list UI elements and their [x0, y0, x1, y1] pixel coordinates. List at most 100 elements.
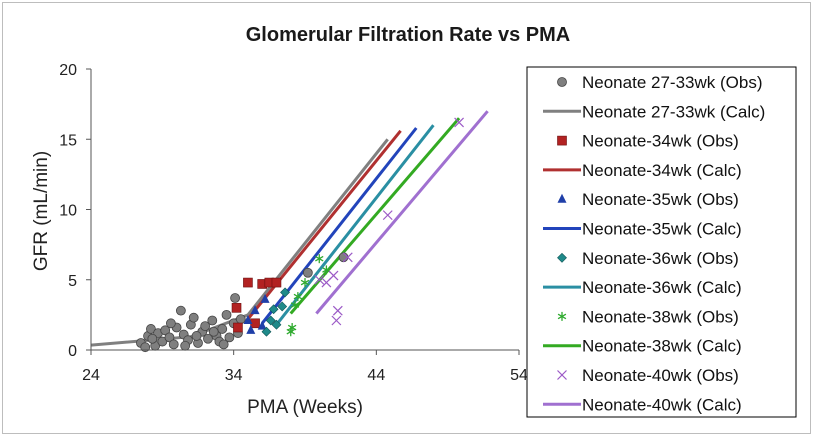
marker-stroke: [315, 255, 324, 262]
legend-label: Neonate-38wk (Calc): [582, 337, 742, 356]
data-point: [271, 277, 282, 288]
legend-item: Neonate-34wk (Calc): [543, 161, 742, 180]
data-point: [180, 340, 191, 351]
legend-item: Neonate-34wk (Obs): [557, 132, 739, 151]
data-point: [328, 270, 339, 281]
legend-item: Neonate-35wk (Obs): [557, 190, 739, 209]
y-tick-label: 5: [68, 273, 77, 290]
legend-item: Neonate 27-33wk (Calc): [543, 102, 765, 121]
data-point: [314, 274, 325, 285]
data-point: [157, 336, 168, 347]
marker-stroke: [300, 279, 310, 286]
y-tick-label: 20: [59, 62, 77, 79]
marker-stroke: [322, 267, 331, 273]
data-point: [261, 326, 272, 337]
marker-stroke: [290, 302, 300, 308]
data-point: [221, 309, 232, 320]
legend-label: Neonate-34wk (Obs): [582, 132, 739, 151]
marker-stroke: [286, 328, 295, 335]
legend: Neonate 27-33wk (Obs) Neonate 27-33wk (Ca…: [526, 66, 797, 418]
marker-stroke: [314, 274, 325, 285]
data-point: [207, 315, 218, 326]
chart-title: Glomerular Filtration Rate vs PMA: [246, 24, 571, 46]
data-point: [246, 324, 256, 334]
legend-label: Neonate-36wk (Obs): [582, 249, 739, 268]
data-point: [300, 278, 310, 288]
legend-item: Neonate-38wk (Calc): [543, 337, 742, 356]
legend-label: Neonate-36wk (Calc): [582, 278, 742, 297]
data-point: [454, 117, 465, 128]
data-point: [224, 332, 235, 343]
series-line: [275, 124, 435, 326]
legend-item: Neonate-40wk (Obs): [557, 366, 739, 385]
marker-stroke: [557, 370, 567, 380]
legend-marker-swatch: [557, 311, 567, 321]
x-axis-label: PMA (Weeks): [247, 397, 363, 418]
data-point: [331, 315, 342, 326]
legend-marker-swatch: [557, 252, 567, 263]
y-tick-label: 0: [68, 343, 77, 360]
marker-stroke: [382, 210, 393, 221]
legend-item: Neonate-36wk (Calc): [543, 278, 742, 297]
marker-stroke: [454, 117, 465, 128]
legend-label: Neonate-35wk (Calc): [582, 220, 742, 239]
chart-svg: Glomerular Filtration Rate vs PMA 24 34 44…: [31, 24, 797, 418]
data-point: [338, 252, 349, 263]
axes: [90, 69, 519, 351]
series-line: [289, 117, 461, 315]
marker-stroke: [293, 293, 303, 300]
legend-label: Neonate-40wk (Calc): [582, 395, 742, 414]
data-point: [271, 319, 282, 330]
marker-stroke: [332, 305, 343, 316]
data-point: [175, 305, 186, 316]
chart-frame: Glomerular Filtration Rate vs PMA 24 34 44…: [2, 2, 811, 434]
data-point: [250, 305, 260, 315]
data-point: [302, 267, 313, 278]
data-point: [290, 300, 300, 310]
legend-marker-swatch: [557, 77, 567, 87]
legend-box: [526, 66, 797, 418]
data-point: [217, 324, 228, 334]
data-point: [332, 305, 343, 316]
y-axis-label: GFR (mL/min): [31, 151, 52, 271]
data-point: [147, 333, 158, 344]
data-point: [315, 254, 324, 264]
y-tick-label: 15: [59, 132, 77, 149]
data-point: [257, 320, 267, 330]
data-point: [231, 303, 242, 313]
series-line: [246, 129, 402, 321]
data-point: [188, 312, 199, 323]
legend-marker-swatch: [557, 135, 567, 146]
data-point: [382, 210, 393, 221]
data-point: [277, 301, 288, 312]
marker-stroke: [328, 270, 339, 281]
x-tick-label: 54: [510, 367, 528, 384]
legend-item: Neonate-35wk (Calc): [543, 220, 742, 239]
data-point: [260, 293, 270, 303]
data-point: [342, 252, 353, 263]
marker-stroke: [287, 324, 297, 331]
data-point: [208, 326, 219, 337]
data-point: [200, 321, 211, 332]
legend-label: Neonate 27-33wk (Calc): [582, 102, 765, 121]
legend-label: Neonate-40wk (Obs): [582, 366, 739, 385]
plot-area: [90, 110, 489, 353]
data-point: [160, 325, 171, 336]
data-point: [235, 314, 246, 324]
legend-label: Neonate-38wk (Obs): [582, 307, 739, 326]
data-point: [168, 339, 179, 350]
legend-marker-swatch: [557, 193, 567, 203]
data-point: [140, 342, 151, 353]
x-ticks: 24 34 44 54: [82, 350, 528, 384]
legend-item: Neonate-38wk (Obs): [557, 307, 739, 326]
data-point: [293, 292, 303, 302]
x-tick-label: 34: [225, 367, 243, 384]
marker-stroke: [331, 315, 342, 326]
data-point: [164, 332, 175, 343]
legend-label: Neonate-34wk (Calc): [582, 161, 742, 180]
legend-item: Neonate-36wk (Obs): [557, 249, 739, 268]
data-point: [146, 324, 156, 334]
data-point: [203, 333, 213, 344]
data-point: [280, 287, 290, 298]
data-point: [233, 322, 243, 333]
